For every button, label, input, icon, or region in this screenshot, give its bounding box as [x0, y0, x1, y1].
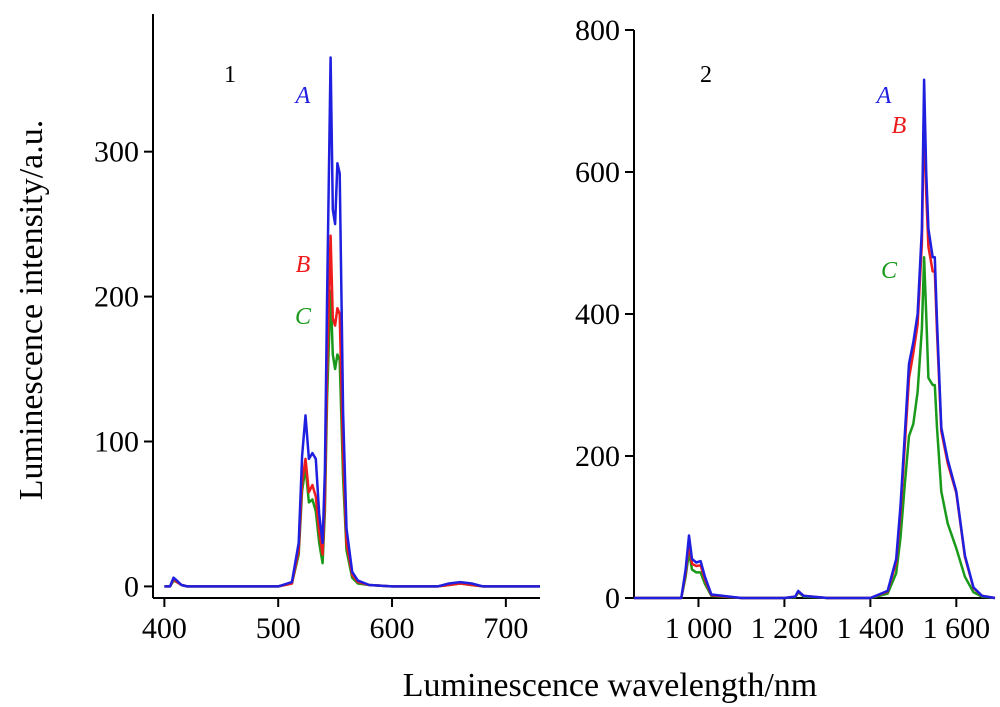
x-tick-label: 1 200 — [751, 612, 819, 645]
y-tick-label: 100 — [94, 425, 139, 458]
series-label-c: C — [881, 258, 898, 284]
y-tick-label: 800 — [575, 14, 620, 47]
y-tick-label: 0 — [605, 582, 620, 615]
series-line-a — [164, 56, 540, 588]
series-label-b: B — [296, 252, 311, 278]
y-axis-title: Luminescence intensity/a.u. — [13, 120, 50, 501]
x-tick-label: 1 600 — [923, 612, 991, 645]
panel-label: 1 — [224, 62, 236, 88]
x-tick-label: 1 000 — [665, 612, 733, 645]
y-tick-label: 0 — [124, 570, 139, 603]
series-line-b — [164, 234, 540, 588]
series-line-c — [164, 289, 540, 588]
series-line-c — [634, 255, 996, 600]
series-label-a: A — [875, 83, 892, 109]
y-tick-label: 200 — [94, 281, 139, 314]
series-line-b — [634, 106, 996, 600]
y-tick-label: 300 — [94, 136, 139, 169]
series-line-a — [634, 78, 996, 600]
series-label-b: B — [892, 113, 907, 139]
x-axis-title: Luminescence wavelength/nm — [403, 667, 817, 704]
y-tick-label: 200 — [575, 440, 620, 473]
panel-1: 400 500 600 700 0 100 200 300 A BC 1 — [94, 14, 540, 645]
x-tick-label: 400 — [142, 612, 187, 645]
x-tick-label: 1 400 — [837, 612, 905, 645]
y-tick-label: 600 — [575, 156, 620, 189]
x-tick-label: 600 — [370, 612, 415, 645]
panel-label: 2 — [700, 62, 712, 88]
y-tick-label: 400 — [575, 298, 620, 331]
x-tick-label: 700 — [483, 612, 528, 645]
x-tick-label: 500 — [256, 612, 301, 645]
series-label-a: A — [294, 83, 311, 109]
panel-2: 1 000 1 200 1 400 1 600 0 200 400 600 800 AB C 2 — [575, 14, 996, 645]
series-label-c: C — [295, 304, 312, 330]
